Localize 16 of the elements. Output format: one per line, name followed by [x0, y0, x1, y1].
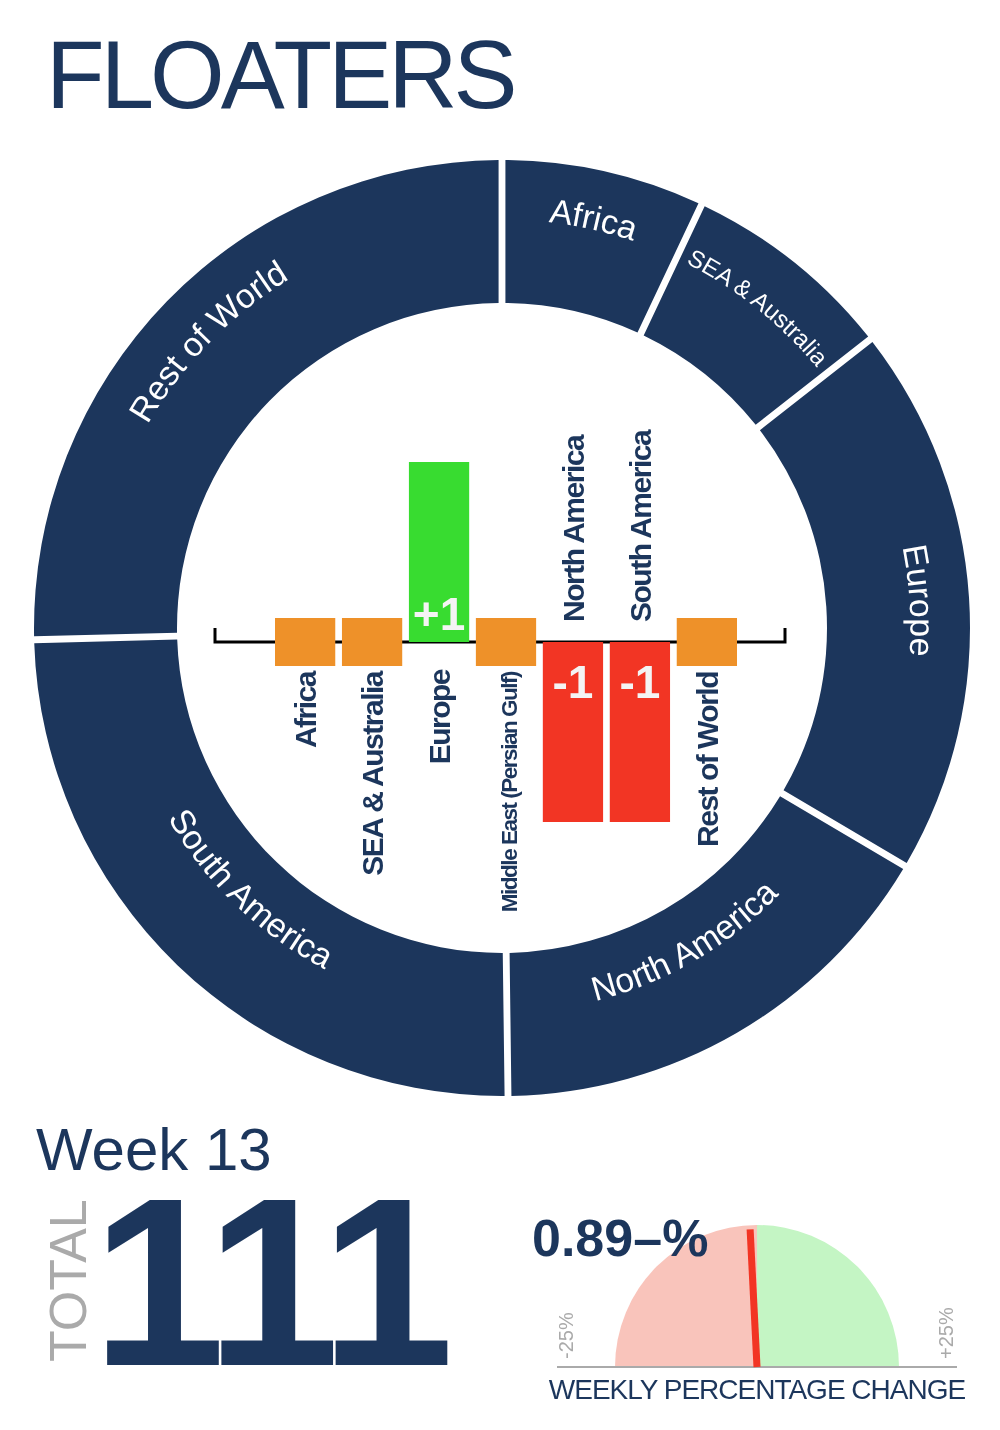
slice-label: +25%	[935, 1307, 957, 1359]
data-label: +1	[412, 588, 466, 640]
text: WEEKLY PERCENTAGE CHANGE	[548, 1374, 966, 1405]
x-tick-label: SEA & Australia	[356, 670, 390, 876]
x-tick-label: Middle East (Persian Gulf)	[497, 671, 522, 913]
data-label: -1	[552, 656, 594, 708]
text: Week 13	[36, 1116, 272, 1183]
text: TOTAL	[39, 1199, 97, 1362]
slice-label: -25%	[555, 1312, 577, 1359]
slice-label: Africa	[547, 191, 643, 248]
chart-title: FLOATERS	[46, 21, 514, 128]
data-label: -1	[619, 656, 661, 708]
x-tick-label: Rest of World	[690, 671, 724, 847]
x-tick-label: Europe	[423, 669, 457, 765]
text: 0.89–%	[532, 1209, 709, 1267]
x-tick-label: Africa	[289, 670, 323, 749]
